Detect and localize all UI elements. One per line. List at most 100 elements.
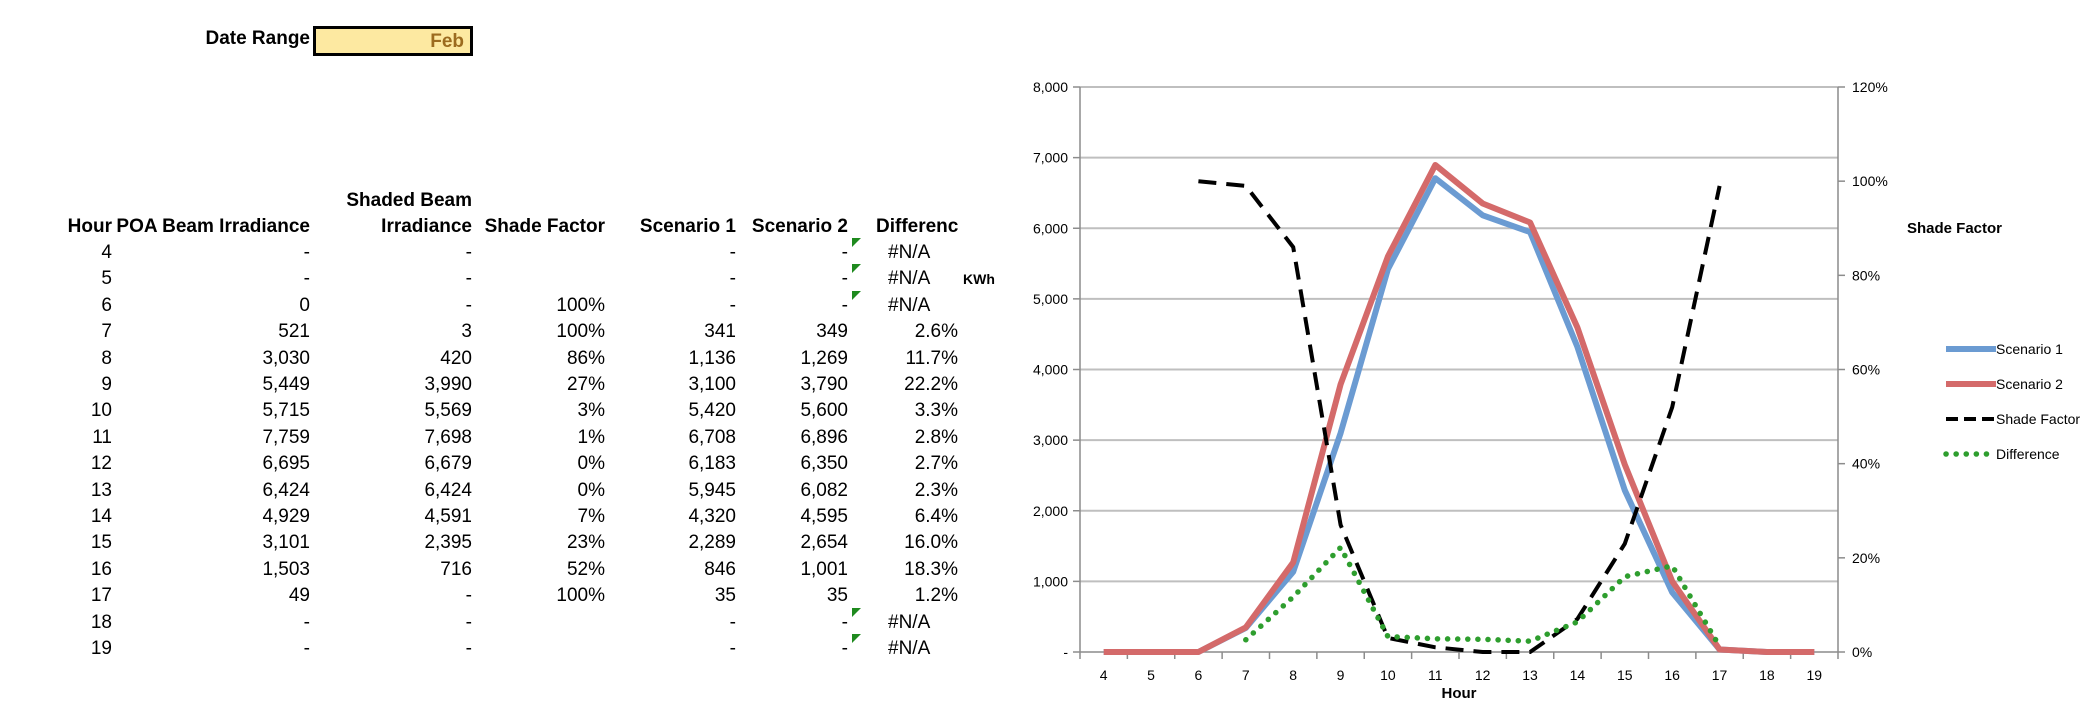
cell-diff[interactable]: #N/A [888, 611, 931, 633]
cell-shaded[interactable]: 7,698 [424, 426, 472, 448]
cell-hour[interactable]: 18 [90, 611, 112, 633]
cell-s1[interactable]: 5,945 [688, 479, 736, 501]
cell-diff[interactable]: 2.6% [914, 321, 958, 343]
cell-diff[interactable]: #N/A [888, 294, 931, 316]
cell-poa[interactable]: 6,695 [262, 453, 310, 475]
cell-shade[interactable]: 27% [566, 374, 605, 395]
cell-poa[interactable]: - [303, 638, 310, 659]
cell-shade[interactable]: 100% [556, 294, 605, 316]
cell-hour[interactable]: 5 [101, 268, 112, 290]
cell-s1[interactable]: 6,183 [688, 453, 736, 475]
cell-s1[interactable]: - [729, 268, 736, 290]
cell-shaded[interactable]: 2,395 [424, 532, 472, 554]
cell-shade[interactable]: 100% [556, 585, 605, 607]
cell-s1[interactable]: - [729, 294, 736, 316]
cell-shaded[interactable]: - [465, 268, 472, 290]
cell-hour[interactable]: 13 [90, 479, 112, 501]
cell-hour[interactable]: 15 [90, 532, 112, 554]
cell-diff[interactable]: 18.3% [904, 558, 958, 580]
cell-hour[interactable]: 4 [101, 242, 112, 263]
cell-poa[interactable]: 3,030 [262, 347, 310, 369]
cell-poa[interactable]: 5,715 [262, 400, 310, 422]
cell-poa[interactable]: 4,929 [262, 506, 310, 527]
cell-s1[interactable]: 2,289 [688, 532, 736, 554]
cell-s2[interactable]: 349 [816, 321, 848, 343]
cell-s1[interactable]: 35 [714, 585, 736, 607]
cell-shaded[interactable]: 420 [440, 347, 472, 369]
cell-s1[interactable]: - [729, 638, 736, 659]
cell-s2[interactable]: - [841, 294, 848, 316]
cell-shade[interactable]: 3% [577, 400, 605, 422]
cell-diff[interactable]: #N/A [888, 268, 931, 290]
cell-diff[interactable]: 2.3% [914, 479, 958, 501]
cell-shade[interactable]: 7% [577, 506, 605, 527]
cell-shade[interactable]: 100% [556, 321, 605, 343]
cell-s2[interactable]: 4,595 [800, 506, 848, 527]
cell-shaded[interactable]: 6,424 [424, 479, 472, 501]
cell-s2[interactable]: - [841, 611, 848, 633]
cell-hour[interactable]: 10 [90, 400, 112, 422]
cell-poa[interactable]: 0 [299, 294, 310, 316]
cell-diff[interactable]: 1.2% [914, 585, 958, 607]
cell-poa[interactable]: - [303, 268, 310, 290]
error-indicator-icon[interactable] [852, 634, 861, 643]
cell-poa[interactable]: 7,759 [262, 426, 310, 448]
cell-s1[interactable]: 5,420 [688, 400, 736, 422]
cell-poa[interactable]: 521 [278, 321, 310, 343]
cell-s2[interactable]: 6,896 [800, 426, 848, 448]
cell-diff[interactable]: 2.7% [914, 453, 958, 475]
cell-diff[interactable]: 2.8% [914, 426, 958, 448]
cell-diff[interactable]: #N/A [888, 638, 931, 659]
cell-hour[interactable]: 16 [90, 558, 112, 580]
cell-shade[interactable]: 86% [566, 347, 605, 369]
cell-shaded[interactable]: 716 [440, 558, 472, 580]
cell-shaded[interactable]: - [465, 242, 472, 263]
cell-s2[interactable]: 6,082 [800, 479, 848, 501]
cell-s2[interactable]: 1,269 [800, 347, 848, 369]
cell-hour[interactable]: 12 [90, 453, 112, 475]
cell-shaded[interactable]: 4,591 [424, 506, 472, 527]
cell-diff[interactable]: 16.0% [904, 532, 958, 554]
cell-hour[interactable]: 17 [90, 585, 112, 607]
cell-diff[interactable]: 6.4% [914, 506, 958, 527]
cell-diff[interactable]: 3.3% [914, 400, 958, 422]
error-indicator-icon[interactable] [852, 290, 861, 300]
cell-hour[interactable]: 14 [90, 506, 112, 527]
cell-hour[interactable]: 19 [90, 638, 112, 659]
error-indicator-icon[interactable] [852, 264, 861, 274]
cell-diff[interactable]: 22.2% [904, 374, 958, 395]
cell-s1[interactable]: 341 [704, 321, 736, 343]
cell-s2[interactable]: 6,350 [800, 453, 848, 475]
cell-hour[interactable]: 8 [101, 347, 112, 369]
cell-poa[interactable]: - [303, 611, 310, 633]
cell-shaded[interactable]: - [465, 294, 472, 316]
cell-s1[interactable]: - [729, 611, 736, 633]
cell-s2[interactable]: 3,790 [800, 374, 848, 395]
cell-hour[interactable]: 9 [101, 374, 112, 395]
cell-diff[interactable]: #N/A [888, 242, 931, 263]
cell-poa[interactable]: 3,101 [262, 532, 310, 554]
cell-shaded[interactable]: 3 [461, 321, 472, 343]
cell-s2[interactable]: 2,654 [800, 532, 848, 554]
cell-s1[interactable]: 1,136 [688, 347, 736, 369]
cell-poa[interactable]: - [303, 242, 310, 263]
cell-shaded[interactable]: 5,569 [424, 400, 472, 422]
cell-s1[interactable]: 4,320 [688, 506, 736, 527]
cell-shaded[interactable]: 6,679 [424, 453, 472, 475]
cell-s2[interactable]: - [841, 242, 848, 263]
cell-s2[interactable]: 5,600 [800, 400, 848, 422]
date-range-input[interactable]: Feb [313, 26, 473, 56]
error-indicator-icon[interactable] [852, 607, 861, 617]
cell-diff[interactable]: 11.7% [905, 347, 958, 369]
cell-s1[interactable]: 6,708 [688, 426, 736, 448]
cell-s2[interactable]: 35 [826, 585, 848, 607]
cell-shade[interactable]: 52% [566, 558, 605, 580]
cell-poa[interactable]: 5,449 [262, 374, 310, 395]
cell-shaded[interactable]: - [465, 611, 472, 633]
cell-shaded[interactable]: 3,990 [424, 374, 472, 395]
cell-poa[interactable]: 49 [288, 585, 310, 607]
cell-s1[interactable]: 846 [704, 558, 736, 580]
cell-poa[interactable]: 6,424 [262, 479, 310, 501]
cell-poa[interactable]: 1,503 [262, 558, 310, 580]
cell-shade[interactable]: 1% [577, 426, 605, 448]
